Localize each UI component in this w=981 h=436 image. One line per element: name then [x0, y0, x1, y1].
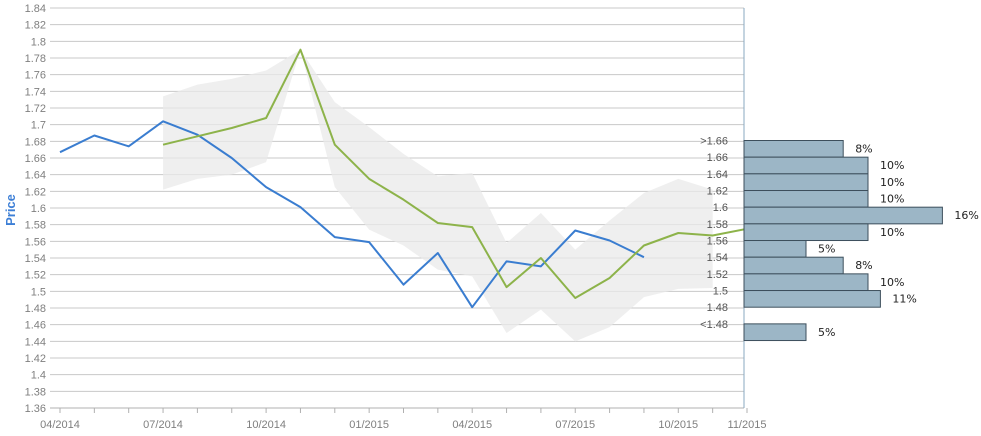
- y-tick-label: 1.62: [25, 186, 46, 198]
- x-tick-label: 10/2015: [658, 419, 698, 431]
- y-tick-label: 1.48: [25, 303, 46, 315]
- histogram-pct-label: 16%: [954, 209, 978, 222]
- x-tick-label: 04/2014: [40, 419, 80, 431]
- y-tick-label: 1.82: [25, 20, 46, 32]
- range-band-area: [163, 49, 713, 342]
- histogram-pct-label: 10%: [880, 276, 904, 289]
- histogram-pct-label: 10%: [880, 176, 904, 189]
- distribution-histogram: 8% >1.66 10% 1.66 10% 1.64 10% 1.62 16% 1.6 10% 1.5…: [700, 136, 979, 342]
- histogram-bar: [743, 240, 807, 258]
- histogram-pct-label: 8%: [855, 259, 872, 272]
- y-tick-label: 1.72: [25, 103, 46, 115]
- histogram-bin-label: 1.62: [707, 186, 728, 198]
- y-tick-label: 1.46: [25, 320, 46, 332]
- y-tick-label: 1.36: [25, 403, 46, 415]
- y-tick-label: 1.8: [31, 36, 46, 48]
- x-tick-label: 01/2015: [349, 419, 389, 431]
- histogram-bar: [743, 156, 869, 175]
- histogram-pct-label: 5%: [818, 326, 835, 339]
- histogram-pct-label: 5%: [818, 243, 835, 256]
- x-tick-labels: 04/2014 07/2014 10/2014 01/2015 04/2015 07/20…: [40, 419, 766, 431]
- y-tick-label: 1.64: [25, 170, 46, 182]
- histogram-bar: [743, 290, 881, 308]
- y-axis-label: Price: [3, 194, 18, 226]
- series-lines: [59, 48, 744, 309]
- x-tick-label: 10/2014: [246, 419, 286, 431]
- histogram-bin-label: 1.5: [713, 286, 728, 298]
- x-tick-label: 07/2014: [143, 419, 183, 431]
- y-tick-label: 1.5: [31, 286, 46, 298]
- histogram-bin-label: 1.48: [707, 302, 728, 314]
- y-tick-label: 1.66: [25, 153, 46, 165]
- y-tick-label: 1.58: [25, 220, 46, 232]
- y-tick-label: 1.6: [31, 203, 46, 215]
- x-tick-label: 07/2015: [555, 419, 595, 431]
- y-tick-labels: 1.36 1.38 1.4 1.42 1.44 1.46 1.48 1.5 1.52 1.54 1.…: [25, 3, 46, 415]
- histogram-bin-label: 1.52: [707, 269, 728, 281]
- series-line-1: [59, 120, 645, 309]
- y-tick-label: 1.76: [25, 70, 46, 82]
- histogram-bar: [743, 173, 869, 192]
- histogram-bar: [743, 256, 844, 275]
- histogram-bin-label: 1.66: [707, 152, 728, 164]
- histogram-bar: [743, 323, 807, 342]
- histogram-bin-label: 1.58: [707, 219, 728, 231]
- histogram-bar: [743, 223, 869, 242]
- y-tick-label: 1.44: [25, 336, 46, 348]
- y-tick-label: 1.38: [25, 386, 46, 398]
- histogram-pct-label: 11%: [892, 293, 916, 306]
- series-line-2: [162, 48, 744, 299]
- y-tick-label: 1.84: [25, 3, 46, 15]
- histogram-bin-label: >1.66: [700, 136, 728, 148]
- histogram-bar: [743, 140, 844, 158]
- y-tick-label: 1.54: [25, 253, 46, 265]
- histogram-pct-label: 10%: [880, 193, 904, 206]
- histogram-pct-label: 10%: [880, 159, 904, 172]
- histogram-bar: [743, 273, 869, 292]
- histogram-bar: [743, 190, 869, 208]
- y-tick-label: 1.7: [31, 120, 46, 132]
- y-tick-label: 1.68: [25, 136, 46, 148]
- histogram-bar: [743, 206, 943, 225]
- y-tick-label: 1.42: [25, 353, 46, 365]
- y-tick-label: 1.56: [25, 236, 46, 248]
- histogram-bin-label: 1.6: [713, 202, 728, 214]
- range-band: [163, 49, 713, 342]
- x-tick-label: 04/2015: [452, 419, 492, 431]
- y-tick-label: 1.74: [25, 86, 46, 98]
- histogram-bin-label: 1.54: [707, 252, 728, 264]
- y-tick-label: 1.78: [25, 53, 46, 65]
- histogram-pct-label: 10%: [880, 226, 904, 239]
- x-tick-label: 11/2015: [728, 419, 767, 431]
- histogram-pct-label: 8%: [855, 143, 872, 156]
- y-tick-label: 1.4: [31, 370, 46, 382]
- histogram-bin-label: 1.56: [707, 236, 728, 248]
- histogram-bin-label: 1.64: [707, 169, 728, 181]
- y-tick-label: 1.52: [25, 270, 46, 282]
- histogram-bin-label: <1.48: [700, 319, 728, 331]
